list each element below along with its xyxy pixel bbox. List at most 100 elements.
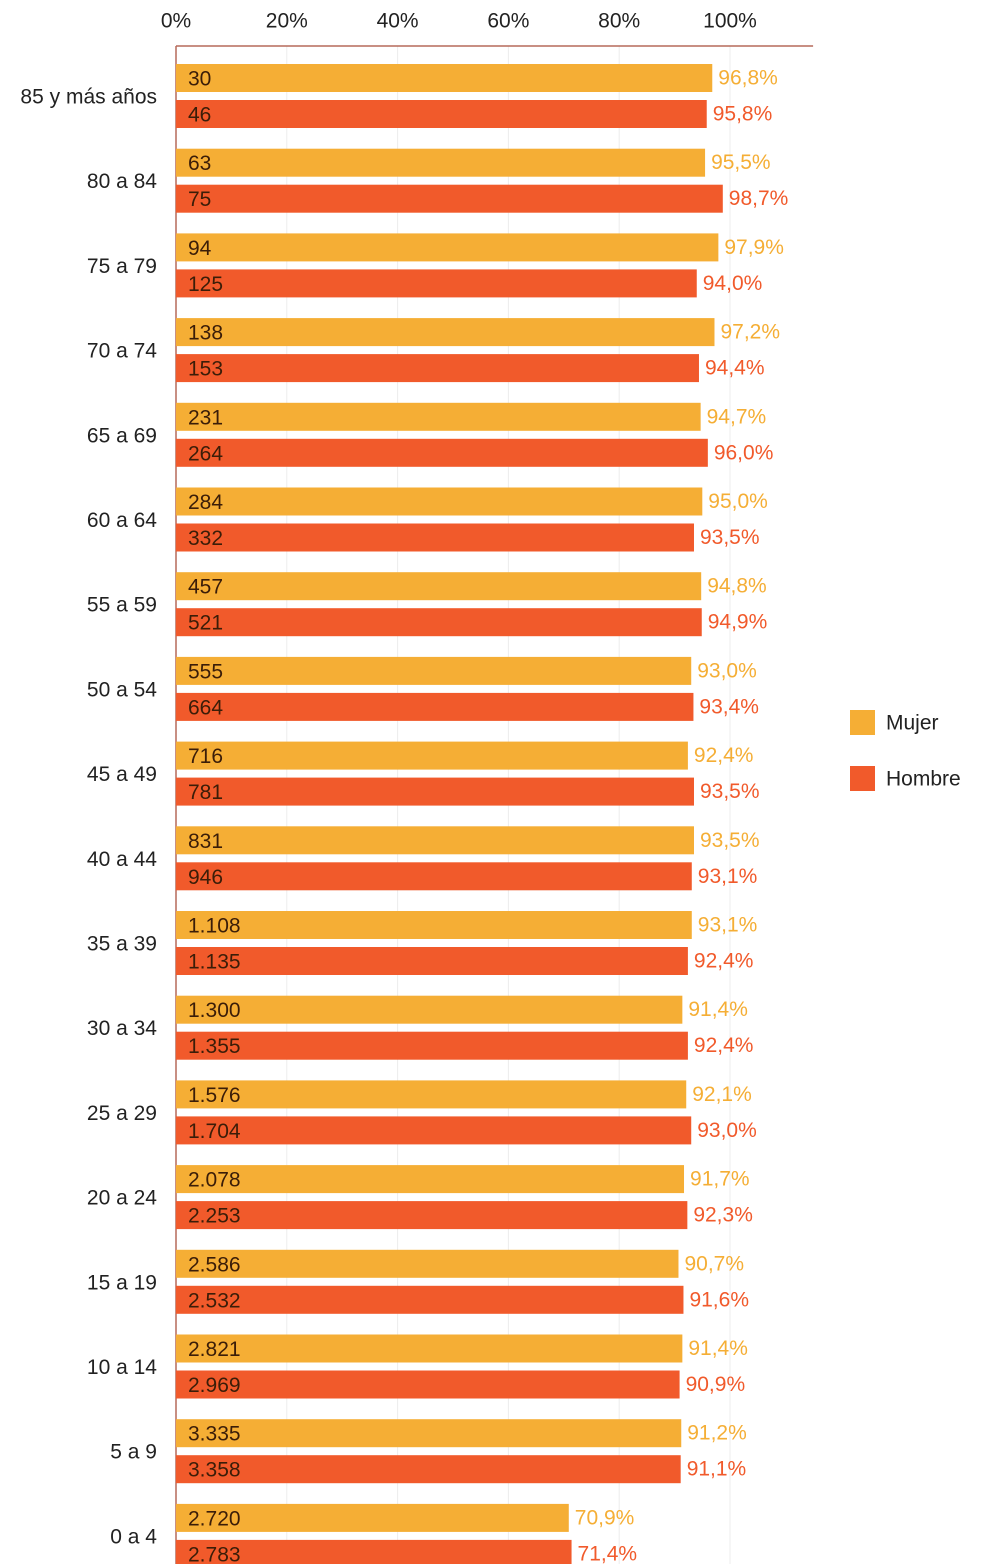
- y-tick-label: 55 a 59: [87, 594, 157, 617]
- count-label: 63: [188, 152, 211, 175]
- count-label: 231: [188, 406, 223, 429]
- legend-label: Mujer: [886, 712, 939, 735]
- count-label: 1.300: [188, 999, 241, 1022]
- x-tick-label: 80%: [598, 10, 640, 33]
- y-tick-label: 85 y más años: [20, 86, 157, 109]
- value-label: 92,3%: [693, 1204, 753, 1227]
- bar: [176, 608, 702, 637]
- bar: [176, 1165, 685, 1194]
- bar: [176, 741, 688, 770]
- bar: [176, 148, 706, 177]
- value-label: 91,1%: [687, 1458, 747, 1481]
- count-label: 781: [188, 781, 223, 804]
- bar: [176, 911, 692, 939]
- value-label: 98,7%: [729, 187, 789, 210]
- value-label: 71,4%: [578, 1542, 638, 1564]
- value-label: 95,8%: [713, 103, 773, 126]
- value-label: 91,4%: [688, 1337, 748, 1360]
- value-label: 97,9%: [724, 236, 784, 259]
- count-label: 30: [188, 68, 211, 91]
- value-label: 91,4%: [688, 998, 748, 1021]
- value-label: 90,9%: [686, 1373, 746, 1396]
- bar: [176, 1285, 684, 1314]
- value-label: 93,1%: [698, 914, 758, 937]
- bar: [176, 862, 692, 891]
- count-label: 1.704: [188, 1120, 241, 1143]
- y-tick-label: 50 a 54: [87, 678, 157, 701]
- legend-label: Hombre: [886, 768, 961, 791]
- bar: [176, 777, 694, 806]
- count-label: 2.253: [188, 1205, 241, 1228]
- bar: [176, 354, 699, 383]
- value-label: 95,5%: [711, 151, 771, 174]
- bar: [176, 523, 694, 552]
- y-tick-label: 5 a 9: [110, 1441, 157, 1464]
- bar: [176, 1419, 682, 1448]
- value-label: 93,0%: [697, 659, 757, 682]
- bar: [176, 1116, 692, 1145]
- count-label: 831: [188, 830, 223, 853]
- count-label: 125: [188, 273, 223, 296]
- x-tick-label: 100%: [703, 10, 757, 33]
- x-tick-label: 20%: [266, 10, 308, 33]
- bar: [176, 318, 715, 347]
- count-label: 521: [188, 612, 223, 635]
- y-tick-label: 70 a 74: [87, 340, 157, 363]
- count-label: 716: [188, 745, 223, 768]
- bar: [176, 572, 702, 601]
- count-label: 284: [188, 491, 223, 514]
- value-label: 95,0%: [708, 490, 768, 513]
- bar: [176, 100, 707, 128]
- value-label: 94,0%: [703, 272, 763, 295]
- bar: [176, 1201, 688, 1230]
- count-label: 664: [188, 696, 223, 719]
- y-tick-label: 75 a 79: [87, 255, 157, 278]
- bar: [176, 269, 697, 298]
- bar: [176, 995, 683, 1024]
- bar: [176, 1370, 680, 1399]
- x-tick-label: 0%: [161, 10, 191, 33]
- y-tick-label: 40 a 44: [87, 848, 157, 871]
- legend-swatch: [850, 766, 875, 791]
- value-label: 93,5%: [700, 829, 760, 852]
- value-label: 93,5%: [700, 780, 760, 803]
- count-label: 332: [188, 527, 223, 550]
- value-label: 97,2%: [720, 321, 780, 344]
- legend-swatch: [850, 710, 875, 735]
- value-label: 91,2%: [687, 1422, 747, 1445]
- x-tick-label: 60%: [487, 10, 529, 33]
- value-label: 90,7%: [684, 1252, 744, 1275]
- bar: [176, 826, 694, 855]
- y-tick-label: 60 a 64: [87, 509, 157, 532]
- count-label: 2.969: [188, 1374, 241, 1397]
- value-label: 94,7%: [707, 405, 767, 428]
- value-label: 91,6%: [689, 1288, 749, 1311]
- value-label: 93,5%: [700, 526, 760, 549]
- count-label: 3.358: [188, 1459, 241, 1482]
- value-label: 93,4%: [699, 695, 759, 718]
- bar: [176, 1539, 572, 1564]
- value-label: 94,4%: [705, 357, 765, 380]
- count-label: 94: [188, 237, 212, 260]
- count-label: 75: [188, 188, 211, 211]
- y-tick-label: 10 a 14: [87, 1356, 157, 1379]
- bar: [176, 402, 701, 431]
- value-label: 94,8%: [707, 575, 767, 598]
- y-tick-label: 80 a 84: [87, 170, 157, 193]
- y-tick-label: 45 a 49: [87, 763, 157, 786]
- bar: [176, 1455, 681, 1484]
- count-label: 946: [188, 866, 223, 889]
- count-label: 1.108: [188, 915, 241, 938]
- count-label: 2.078: [188, 1169, 241, 1192]
- count-label: 2.586: [188, 1253, 241, 1276]
- y-tick-label: 0 a 4: [110, 1525, 157, 1548]
- value-label: 96,0%: [714, 441, 774, 464]
- bar: [176, 233, 719, 262]
- bar: [176, 947, 688, 975]
- bar: [176, 1503, 569, 1532]
- count-label: 3.335: [188, 1423, 241, 1446]
- bar: [176, 1249, 679, 1278]
- value-label: 70,9%: [575, 1506, 635, 1529]
- value-label: 92,4%: [694, 744, 754, 767]
